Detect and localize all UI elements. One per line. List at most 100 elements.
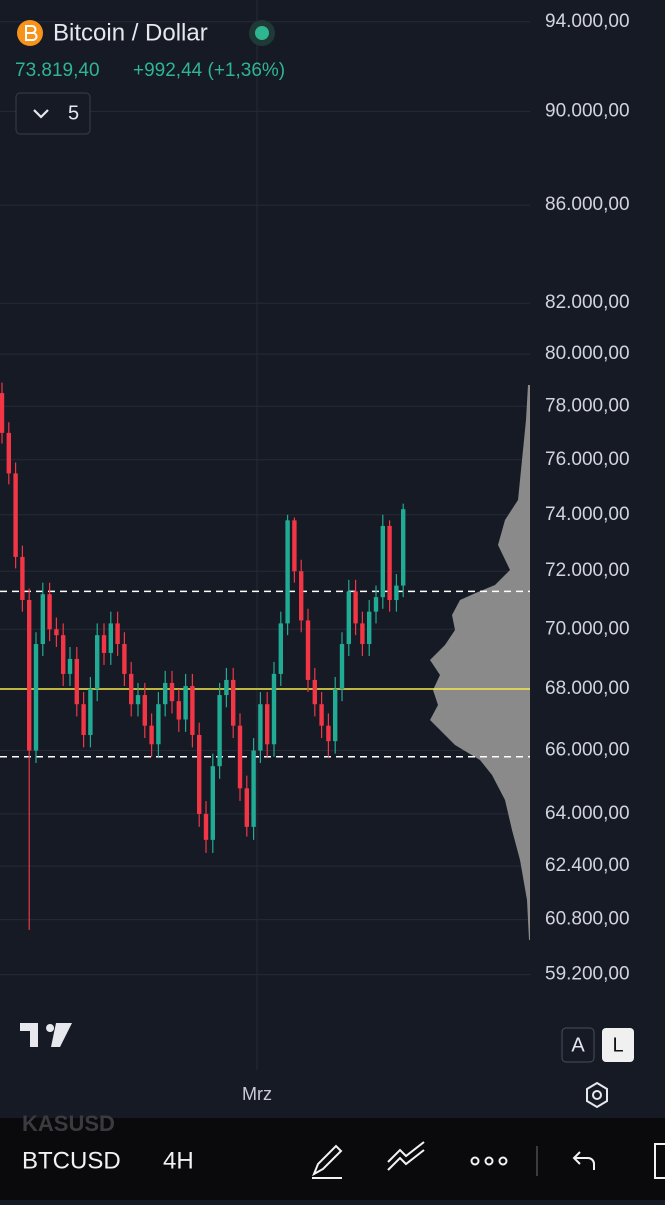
symbol-button[interactable]: BTCUSD bbox=[22, 1147, 121, 1174]
candle-body bbox=[197, 734, 202, 814]
y-tick-label: 64.000,00 bbox=[545, 803, 630, 824]
candle-body bbox=[122, 644, 127, 674]
candle-body bbox=[271, 673, 277, 745]
y-tick-label: 59.200,00 bbox=[545, 964, 630, 985]
candle-body bbox=[217, 695, 222, 767]
y-tick-label: 82.000,00 bbox=[545, 292, 630, 313]
candle-body bbox=[258, 704, 263, 751]
y-tick-label: 72.000,00 bbox=[545, 560, 630, 581]
candle-body bbox=[190, 685, 195, 735]
interval-button[interactable]: 4H bbox=[163, 1147, 194, 1174]
fullscreen-icon[interactable] bbox=[654, 1143, 665, 1179]
candle-body bbox=[285, 520, 290, 624]
candle-body bbox=[13, 473, 18, 557]
y-tick-label: 66.000,00 bbox=[545, 740, 630, 761]
candle-body bbox=[360, 623, 365, 645]
candle-body bbox=[346, 591, 351, 645]
candle-body bbox=[326, 725, 331, 742]
candle-body bbox=[142, 695, 147, 726]
candle-body bbox=[169, 682, 175, 702]
auto-scale-label: A bbox=[571, 1034, 585, 1056]
candle-body bbox=[210, 766, 215, 840]
candle-body bbox=[251, 750, 256, 827]
candle-body bbox=[101, 635, 107, 653]
symbol-title: Bitcoin / Dollar bbox=[53, 19, 208, 46]
layout-count: 5 bbox=[68, 102, 79, 124]
market-status[interactable] bbox=[255, 26, 269, 40]
candle-body bbox=[27, 600, 32, 751]
candles bbox=[0, 382, 406, 930]
settings-icon-center bbox=[592, 1090, 602, 1100]
candle-body bbox=[292, 520, 297, 572]
candle-body bbox=[81, 704, 86, 735]
layout-dropdown[interactable] bbox=[15, 92, 91, 135]
y-tick-label: 68.000,00 bbox=[545, 678, 630, 699]
y-tick-label: 90.000,00 bbox=[545, 100, 630, 121]
price-axis: 94.000,00 90.000,00 86.000,00 82.000,00 80.0… bbox=[545, 11, 630, 985]
candle-body bbox=[163, 682, 168, 705]
candle-body bbox=[278, 623, 283, 674]
candle-body bbox=[265, 704, 270, 745]
candle-body bbox=[231, 679, 236, 726]
candle-body bbox=[115, 623, 120, 645]
auto-scale-button[interactable] bbox=[561, 1027, 595, 1063]
y-tick-label: 60.800,00 bbox=[545, 909, 630, 930]
candle-body bbox=[353, 591, 358, 624]
candle-body bbox=[149, 725, 154, 745]
y-tick-label: 78.000,00 bbox=[545, 395, 630, 416]
log-scale-button[interactable] bbox=[602, 1028, 634, 1062]
candle-body bbox=[54, 629, 59, 636]
candle-body bbox=[319, 704, 324, 726]
y-tick-label: 94.000,00 bbox=[545, 11, 630, 32]
candle-body bbox=[0, 393, 5, 433]
y-tick-label: 70.000,00 bbox=[545, 618, 630, 639]
log-scale-label: L bbox=[612, 1034, 623, 1056]
y-tick-label: 74.000,00 bbox=[545, 504, 630, 525]
candle-body bbox=[401, 509, 406, 586]
candle-body bbox=[61, 635, 66, 674]
x-tick-label: Mrz bbox=[242, 1084, 272, 1104]
candle-body bbox=[333, 689, 338, 742]
candle-body bbox=[6, 432, 11, 474]
candle-body bbox=[135, 695, 141, 705]
indicators-icon[interactable] bbox=[387, 1141, 425, 1171]
candle-body bbox=[299, 571, 304, 621]
candle-body bbox=[339, 644, 345, 690]
candle-body bbox=[33, 644, 39, 751]
y-tick-label: 86.000,00 bbox=[545, 194, 630, 215]
candle-body bbox=[237, 725, 243, 789]
settings-icon[interactable] bbox=[586, 1081, 608, 1109]
undo-icon[interactable] bbox=[572, 1151, 595, 1170]
previous-symbol[interactable]: KASUSD bbox=[22, 1111, 115, 1136]
y-tick-label: 62.400,00 bbox=[545, 855, 630, 876]
candle-body bbox=[203, 813, 209, 840]
candle-body bbox=[387, 525, 392, 601]
candle-body bbox=[108, 623, 113, 653]
candle-body bbox=[156, 704, 161, 745]
candle-body bbox=[373, 597, 379, 612]
candle-body bbox=[40, 594, 45, 645]
candle-body bbox=[67, 658, 73, 674]
candle-body bbox=[244, 788, 249, 827]
tradingview-logo[interactable] bbox=[20, 1023, 72, 1047]
candle-body bbox=[367, 611, 372, 645]
draw-tool-icon[interactable] bbox=[312, 1144, 343, 1179]
y-tick-label: 80.000,00 bbox=[545, 343, 630, 364]
candle-body bbox=[95, 635, 100, 690]
candle-body bbox=[20, 556, 25, 601]
chart-background bbox=[0, 0, 665, 1118]
candle-body bbox=[224, 679, 229, 696]
y-tick-label: 76.000,00 bbox=[545, 449, 630, 470]
candle-body bbox=[312, 679, 317, 705]
candle-body bbox=[183, 685, 188, 720]
price-change: +992,44 (+1,36%) bbox=[133, 60, 285, 81]
candle-body bbox=[47, 594, 52, 630]
candle-body bbox=[176, 701, 181, 720]
candle-body bbox=[129, 673, 134, 705]
more-icon[interactable] bbox=[470, 1156, 508, 1166]
candle-body bbox=[88, 689, 93, 735]
candle-body bbox=[74, 658, 79, 705]
candle-body bbox=[305, 620, 311, 680]
candle-body bbox=[394, 585, 399, 601]
